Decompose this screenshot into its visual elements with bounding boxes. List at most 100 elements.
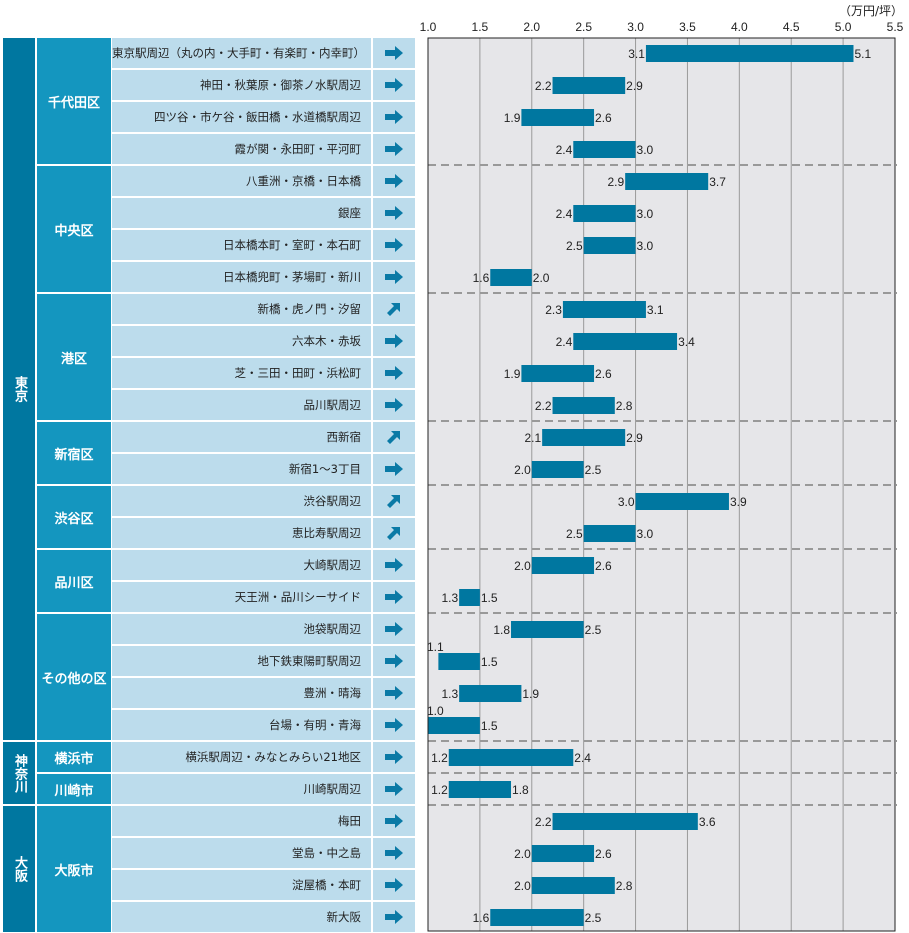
high-value-label: 3.0 (637, 207, 654, 221)
area-label: 天王洲・品川シーサイド (234, 590, 361, 604)
arrow-right-icon (385, 590, 403, 604)
trend-cell (373, 806, 415, 836)
low-value-label: 2.9 (607, 175, 624, 189)
low-value-label: 2.3 (545, 303, 562, 317)
district-label: 品川区 (54, 575, 94, 591)
arrow-right-icon (385, 366, 403, 380)
high-value-label: 2.8 (616, 879, 633, 893)
x-tick-label: 5.5 (887, 20, 904, 34)
area-cell: 梅田 (112, 806, 371, 836)
area-label: 霞が関・永田町・平河町 (234, 142, 362, 156)
arrow-up-right-icon (387, 527, 400, 540)
area-label: 地下鉄東陽町駅周辺 (257, 654, 362, 668)
range-bar (490, 909, 584, 926)
area-label: 新橋・虎ノ門・汐留 (257, 302, 362, 316)
arrow-right-icon (385, 718, 403, 732)
trend-cell (373, 486, 415, 516)
high-value-label: 5.1 (854, 47, 871, 61)
district-cell: その他の区 (37, 614, 111, 740)
arrow-right-icon (385, 462, 403, 476)
high-value-label: 2.9 (626, 79, 643, 93)
high-value-label: 2.6 (595, 559, 612, 573)
arrow-up-right-icon (387, 495, 400, 508)
arrow-right-icon (385, 750, 403, 764)
trend-cell (373, 390, 415, 420)
high-value-label: 2.8 (616, 399, 633, 413)
trend-cell (373, 742, 415, 772)
low-value-label: 1.3 (441, 687, 458, 701)
area-cell: 芝・三田・田町・浜松町 (112, 358, 371, 388)
range-bar (552, 397, 615, 414)
high-value-label: 1.5 (481, 719, 498, 733)
area-label: 日本橋本町・室町・本石町 (223, 238, 361, 252)
high-value-label: 1.5 (481, 655, 498, 669)
low-value-label: 2.0 (514, 847, 531, 861)
area-cell: 六本木・赤坂 (112, 326, 371, 356)
high-value-label: 3.9 (730, 495, 747, 509)
area-cell: 銀座 (112, 198, 371, 228)
range-bar (459, 685, 522, 702)
range-bar (511, 621, 584, 638)
high-value-label: 2.6 (595, 847, 612, 861)
district-cell: 横浜市 (37, 742, 111, 772)
low-value-label: 2.4 (556, 143, 573, 157)
high-value-label: 1.8 (512, 783, 529, 797)
range-bar (573, 205, 636, 222)
trend-cell (373, 198, 415, 228)
range-bar (583, 525, 636, 542)
trend-cell (373, 262, 415, 292)
high-value-label: 3.4 (678, 335, 695, 349)
trend-cell (373, 646, 415, 676)
high-value-label: 3.7 (709, 175, 726, 189)
range-bar (552, 77, 626, 94)
trend-cell (373, 774, 415, 804)
trend-cell (373, 326, 415, 356)
range-bar (562, 301, 646, 318)
range-bar (531, 461, 584, 478)
low-value-label: 2.0 (514, 463, 531, 477)
low-value-label: 2.2 (535, 815, 552, 829)
region-cell: 神奈川 (3, 742, 35, 804)
area-cell: 川崎駅周辺 (112, 774, 371, 804)
area-table: 東京 神奈川 大阪 千代田区 中央区 港区 新宿区 渋谷区 品川区 その他の区 横浜市 川崎市 大阪市 東… (3, 38, 415, 932)
area-label: 渋谷駅周辺 (303, 494, 362, 508)
area-cell: 堂島・中之島 (112, 838, 371, 868)
district-cell: 千代田区 (37, 38, 111, 164)
low-value-label: 1.9 (504, 367, 521, 381)
district-label: 千代田区 (47, 95, 100, 111)
arrow-right-icon (385, 206, 403, 220)
high-value-label: 2.5 (585, 463, 602, 477)
low-value-label: 1.8 (493, 623, 510, 637)
x-tick-label: 2.0 (523, 20, 540, 34)
district-cell: 大阪市 (37, 806, 111, 932)
area-label: 日本橋兜町・茅場町・新川 (223, 270, 361, 284)
area-label: 東京駅周辺（丸の内・大手町・有楽町・内幸町） (112, 46, 365, 60)
low-value-label: 2.0 (514, 559, 531, 573)
arrow-right-icon (385, 398, 403, 412)
district-label: 大阪市 (54, 863, 94, 879)
trend-cell (373, 454, 415, 484)
high-value-label: 3.0 (637, 527, 654, 541)
high-value-label: 2.6 (595, 111, 612, 125)
high-value-label: 2.5 (585, 623, 602, 637)
trend-cell (373, 582, 415, 612)
area-cell: 八重洲・京橋・日本橋 (112, 166, 371, 196)
high-value-label: 3.0 (637, 143, 654, 157)
region-label: 東京 (12, 376, 27, 402)
area-cell: 天王洲・品川シーサイド (112, 582, 371, 612)
range-bar (583, 237, 636, 254)
district-cell: 品川区 (37, 550, 111, 612)
range-bar (645, 45, 854, 62)
arrow-right-icon (385, 46, 403, 60)
district-label: 中央区 (54, 223, 94, 239)
plot-frame (427, 37, 896, 932)
region-label: 神奈川 (12, 753, 27, 793)
unit-label: （万円/坪） (838, 4, 903, 18)
arrow-right-icon (385, 174, 403, 188)
trend-cell (373, 230, 415, 260)
low-value-label: 1.0 (427, 704, 444, 718)
area-label: 新宿1～3丁目 (288, 462, 361, 476)
area-cell: 淀屋橋・本町 (112, 870, 371, 900)
area-cell: 四ツ谷・市ケ谷・飯田橋・水道橋駅周辺 (112, 102, 371, 132)
area-cell: 台場・有明・青海 (112, 710, 371, 740)
